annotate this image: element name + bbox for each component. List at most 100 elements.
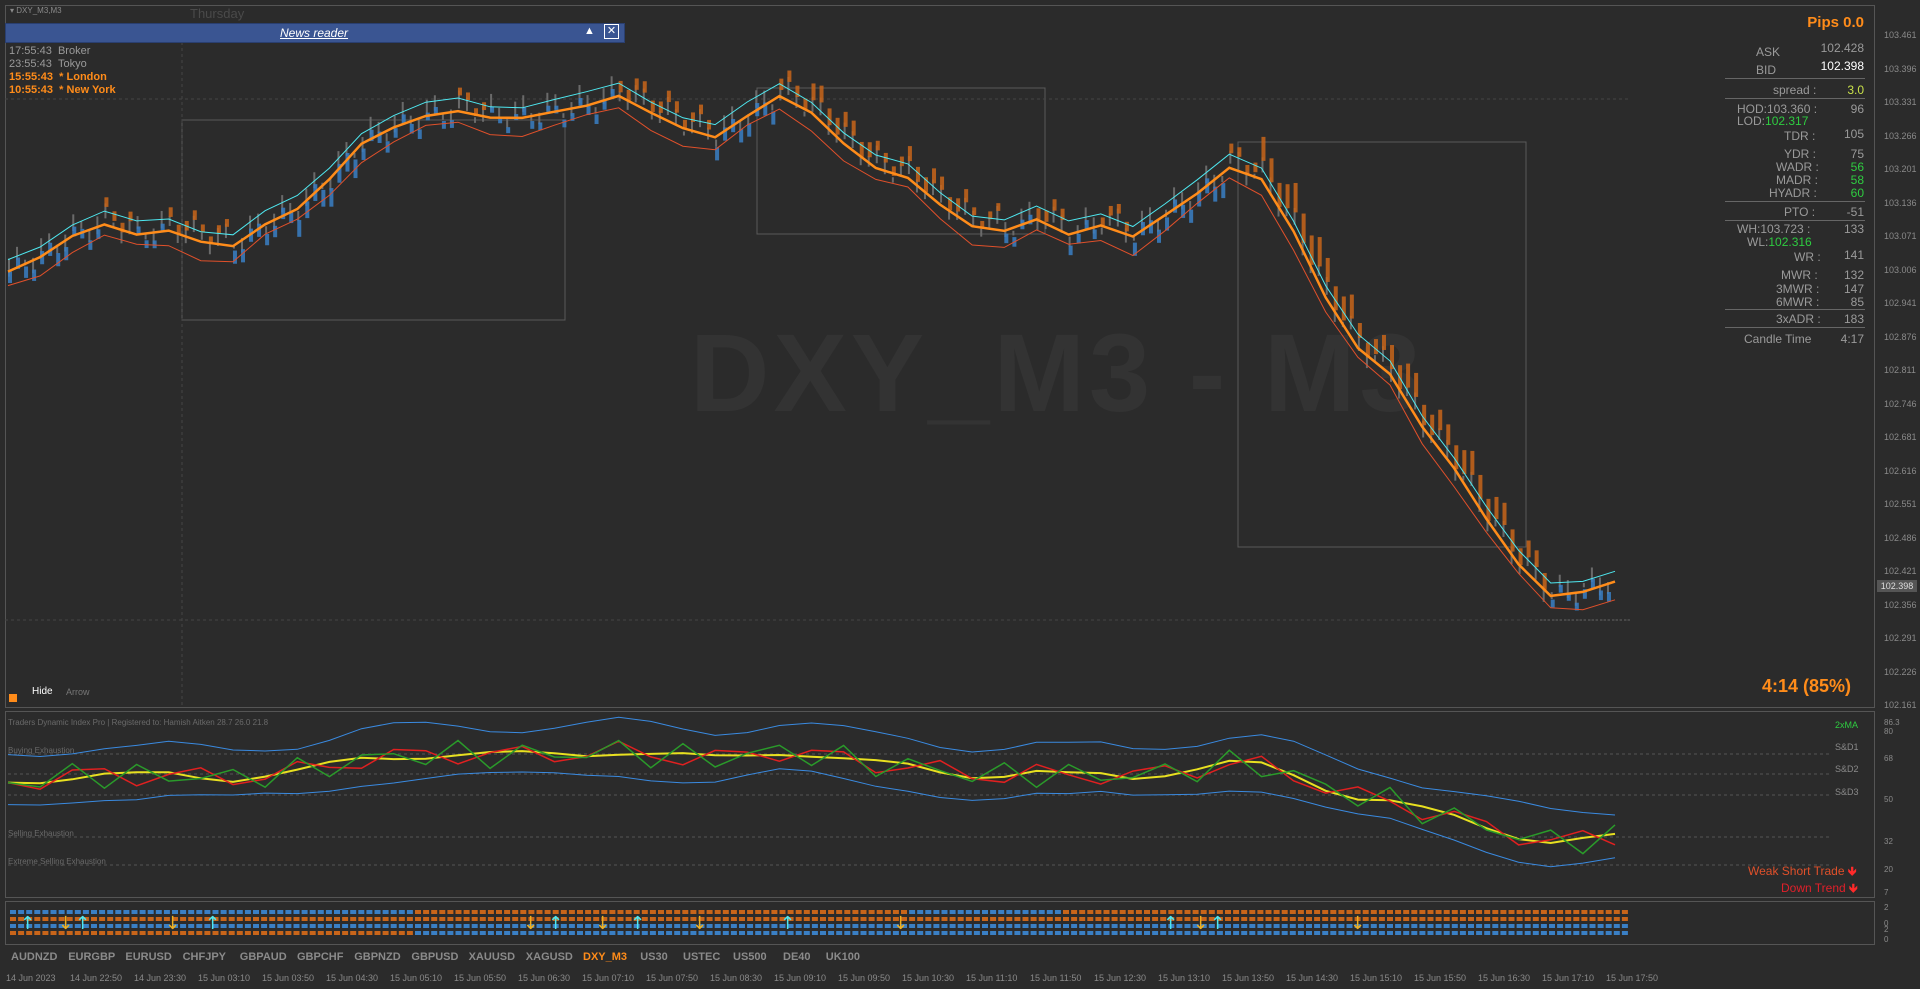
arrow-strip-cell — [26, 931, 33, 935]
arrow-strip-cell — [706, 924, 713, 928]
arrow-strip-cell — [1079, 917, 1086, 921]
symbol-tab-xauusd[interactable]: XAUUSD — [468, 951, 516, 963]
symbol-tab-us30[interactable]: US30 — [640, 951, 668, 963]
symbol-tab-xagusd[interactable]: XAGUSD — [525, 951, 573, 963]
bull-trend-bar — [530, 121, 535, 129]
arrow-strip-cell — [649, 910, 656, 914]
price-candle — [1269, 177, 1272, 196]
bull-trend-bar — [64, 247, 69, 261]
arrow-strip-cell — [901, 924, 907, 928]
arrow-strip-cell — [10, 924, 16, 928]
arrow-strip-cell — [1378, 910, 1385, 914]
arrow-strip-cell — [253, 917, 259, 921]
bid-value: 102.398 — [1820, 59, 1864, 73]
bear-trend-bar — [1277, 182, 1282, 207]
arrow-strip-cell — [1403, 917, 1410, 921]
close-icon[interactable]: ✕ — [604, 24, 619, 39]
main-chart-panel[interactable] — [5, 5, 1875, 708]
session-box — [181, 119, 566, 321]
arrow-strip-cell — [204, 924, 211, 928]
arrow-strip-cell — [390, 931, 397, 935]
arrow-strip-cell — [1054, 924, 1061, 928]
arrow-strip-cell — [1289, 910, 1296, 914]
symbol-tab-de40[interactable]: DE40 — [783, 951, 811, 963]
price-candle — [883, 158, 886, 175]
arrow-strip-cell — [1152, 931, 1159, 935]
arrow-strip-cell — [1135, 910, 1142, 914]
symbol-tab-eurgbp[interactable]: EURGBP — [68, 951, 116, 963]
signal-arrow-panel[interactable] — [5, 901, 1875, 945]
arrow-strip-cell — [261, 931, 268, 935]
arrow-strip-cell — [1500, 931, 1507, 935]
arrow-strip-cell — [1387, 917, 1393, 921]
arrow-strip-cell — [406, 917, 413, 921]
symbol-tab-audnzd[interactable]: AUDNZD — [11, 951, 58, 963]
arrow-strip-cell — [1030, 931, 1037, 935]
arrow-button[interactable]: Arrow — [66, 687, 90, 697]
arrow-strip-cell — [147, 910, 154, 914]
arrow-strip-cell — [1200, 917, 1207, 921]
news-reader-title[interactable]: News reader — [280, 26, 349, 40]
lod-label: LOD:102.317 — [1737, 114, 1809, 128]
arrow-strip-cell — [1087, 917, 1094, 921]
session-row: 10:55:43 * New York — [9, 84, 116, 96]
arrow-strip-cell — [1427, 917, 1434, 921]
symbol-tab-uk100[interactable]: UK100 — [825, 951, 861, 963]
price-candle — [666, 97, 669, 116]
triangle-up-icon[interactable]: ▲ — [584, 25, 595, 37]
tdi-indicator-panel[interactable] — [5, 711, 1875, 898]
symbol-tab-gbpusd[interactable]: GBPUSD — [411, 951, 459, 963]
price-candle — [1454, 465, 1457, 481]
chart-menu-icon[interactable]: ▾ — [10, 6, 15, 15]
price-candle — [1052, 206, 1055, 223]
session-box — [1237, 141, 1527, 548]
arrow-strip-cell — [682, 924, 689, 928]
arrow-strip-cell — [682, 917, 689, 921]
price-candle — [216, 228, 219, 246]
arrow-strip-cell — [439, 910, 446, 914]
price-candle — [1526, 556, 1529, 567]
hide-toggle-icon[interactable] — [9, 694, 17, 702]
symbol-tab-ustec[interactable]: USTEC — [683, 951, 721, 963]
price-candle — [433, 95, 436, 111]
bull-trend-bar — [594, 114, 599, 124]
arrow-strip-cell — [1540, 910, 1547, 914]
symbol-tab-gbpchf[interactable]: GBPCHF — [297, 951, 344, 963]
price-candle — [1438, 428, 1441, 440]
news-reader-bar[interactable]: News reader ▲ ✕ — [5, 23, 625, 43]
bull-trend-bar — [409, 123, 414, 134]
arrow-strip-cell — [1176, 917, 1183, 921]
arrow-strip-cell — [228, 924, 235, 928]
arrow-strip-cell — [1362, 924, 1369, 928]
symbol-tab-gbpaud[interactable]: GBPAUD — [239, 951, 287, 963]
symbol-tab-us500[interactable]: US500 — [733, 951, 767, 963]
arrow-strip-cell — [1605, 924, 1612, 928]
price-candle — [932, 179, 935, 196]
arrow-strip-cell — [674, 931, 681, 935]
bull-trend-bar — [570, 113, 575, 121]
arrow-strip-cell — [155, 910, 162, 914]
arrow-strip-cell — [34, 931, 41, 935]
arrow-strip-cell — [277, 924, 284, 928]
mwr-label: MWR : — [1781, 268, 1818, 282]
arrow-strip-cell — [925, 910, 932, 914]
symbol-tab-dxy_m3[interactable]: DXY_M3 — [583, 951, 628, 963]
symbol-tab-eurusd[interactable]: EURUSD — [125, 951, 172, 963]
arrow-strip-cell — [803, 910, 810, 914]
price-candle — [208, 242, 211, 255]
time-axis-label: 15 Jun 05:50 — [454, 973, 507, 983]
arrow-strip-cell — [74, 910, 81, 914]
symbol-tab-chfjpy[interactable]: CHFJPY — [182, 951, 226, 963]
price-candle — [40, 238, 43, 256]
hide-button[interactable]: Hide — [32, 686, 53, 697]
symbol-tab-gbpnzd[interactable]: GBPNZD — [354, 951, 401, 963]
arrow-strip-cell — [155, 931, 162, 935]
arrow-strip-cell — [722, 910, 729, 914]
arrow-strip-cell — [50, 910, 57, 914]
indicator-axis-label: 68 — [1884, 754, 1893, 763]
arrow-strip-cell — [739, 910, 745, 914]
bear-trend-bar — [1261, 136, 1266, 161]
arrow-strip-cell — [536, 910, 543, 914]
bull-trend-bar — [88, 240, 93, 250]
bull-trend-bar — [337, 164, 342, 183]
